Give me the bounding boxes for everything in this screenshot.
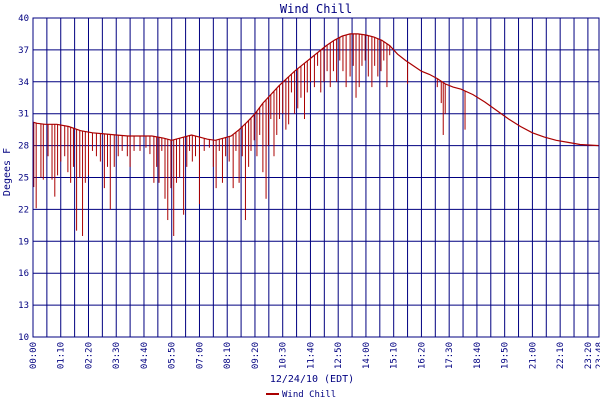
x-tick-label: 01:10 [57, 342, 67, 369]
y-tick-label: 13 [18, 301, 29, 311]
y-tick-labels: 10 13 16 19 22 25 28 31 34 37 40 [18, 14, 29, 343]
x-tick-label: 22:10 [556, 342, 566, 369]
legend: Wind Chill [266, 390, 336, 400]
x-tick-label: 17:30 [445, 342, 455, 369]
y-tick-label: 25 [18, 174, 29, 184]
y-tick-label: 31 [18, 110, 29, 120]
y-tick-label: 16 [18, 269, 29, 279]
x-tick-label: 23:20 [584, 342, 594, 369]
x-tick-label: 05:50 [168, 342, 178, 369]
x-tick-label: 07:00 [195, 342, 205, 369]
x-tick-label: 10:30 [279, 342, 289, 369]
plot-border [32, 17, 600, 338]
x-tick-label: 15:10 [390, 342, 400, 369]
x-tick-label: 19:50 [501, 342, 511, 369]
x-tick-label: 21:00 [528, 342, 538, 369]
series-layer [32, 33, 600, 236]
y-tick-label: 40 [18, 14, 29, 24]
x-tick-label: 14:00 [362, 342, 372, 369]
x-tick-label: 04:40 [140, 342, 150, 369]
legend-label: Wind Chill [282, 390, 336, 400]
y-tick-label: 28 [18, 142, 29, 152]
y-tick-label: 34 [18, 78, 29, 88]
y-tick-label: 10 [18, 333, 29, 343]
chart-title: Wind Chill [280, 2, 352, 16]
x-tick-label: 02:20 [84, 342, 94, 369]
x-tick-label: 16:20 [417, 342, 427, 369]
x-tick-label: 00:00 [29, 342, 39, 369]
y-tick-label: 37 [18, 46, 29, 56]
y-tick-label: 19 [18, 237, 29, 247]
x-tick-label: 18:40 [473, 342, 483, 369]
x-tick-labels: 00:00 01:10 02:20 03:30 04:40 05:50 07:00 08:10… [29, 342, 600, 369]
x-tick-label: 03:30 [112, 342, 122, 369]
x-tick-label: 09:20 [251, 342, 261, 369]
x-tick-label: 11:40 [306, 342, 316, 369]
series-line-wind-chill [32, 33, 600, 147]
y-axis-label: Degees F [2, 148, 13, 196]
x-tick-label: 08:10 [223, 342, 233, 369]
x-tick-label: 23:48 [595, 342, 600, 369]
x-axis-label: 12/24/10 (EDT) [270, 374, 354, 385]
y-tick-label: 22 [18, 205, 29, 215]
x-tick-label: 12:50 [334, 342, 344, 369]
